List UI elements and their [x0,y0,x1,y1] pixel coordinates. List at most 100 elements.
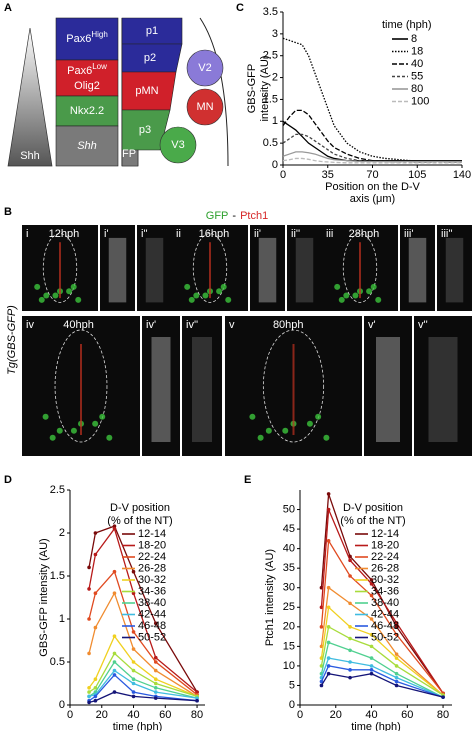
progenitor-domain [121,149,139,167]
y-tick-label: 3.5 [263,6,278,18]
y-tick-label: 1.5 [263,93,278,105]
data-point [195,696,199,700]
gfp-cell [366,288,373,295]
tube-outline [342,233,378,303]
data-point [131,668,136,673]
y-axis-label: GBS-GFP [246,64,258,114]
neuron-label: V2 [198,62,211,74]
x-tick-label: 60 [401,709,413,721]
data-point [112,634,117,638]
data-point [326,664,331,668]
gfp-cell [257,434,264,441]
data-point [348,675,352,680]
image-time: 40hph [63,319,94,331]
legend-title: D-V position [110,502,170,514]
series-line [282,37,462,162]
series-line [88,591,198,697]
y-tick-label: 30 [283,582,295,594]
gfp-cell [188,296,195,303]
data-point [369,668,374,672]
legend-label: 26-28 [371,562,399,574]
gfp-cell [225,296,232,303]
y-tick-label: 20 [283,621,295,633]
data-point [319,664,324,668]
series-line [320,641,444,698]
tube-outline [42,233,78,303]
legend-label: 46-48 [371,620,399,632]
y-axis-label: intensity (AU) [259,55,271,121]
series-line [282,133,462,163]
gfp-cell [70,283,77,290]
gfp-cell [315,413,322,420]
data-point [348,625,352,629]
gfp-cell [184,283,191,290]
data-point [131,660,136,664]
legend-title: D-V position [343,502,403,514]
data-point [87,587,91,591]
x-tick-label: 20 [96,709,108,721]
domain-box [55,125,119,167]
data-point [348,660,352,664]
x-axis-label: time (hph) [351,721,401,731]
gfp-cell [265,427,272,434]
data-point [326,656,331,660]
series-line [320,605,444,696]
series-line [282,151,462,163]
gfp-cell [99,413,106,420]
image-id: iv' [146,319,156,331]
domain-label: Pax6 [66,33,91,45]
data-point [326,507,331,512]
data-point [153,668,158,673]
neuron-label: V3 [171,139,184,151]
domain-label: Pax6High [66,30,108,45]
series-line [88,525,198,693]
gfp-cell [92,420,99,427]
data-point [348,636,352,641]
data-point [394,625,399,629]
y-tick-label: 0 [289,699,295,711]
tube-outline [54,329,108,443]
panel-label: C [236,2,244,14]
data-point [348,574,352,578]
panel-label: A [4,2,12,14]
y-tick-label: 0.5 [263,137,278,149]
neuron [186,88,224,126]
gray-signal [408,237,427,303]
data-point [93,531,98,535]
gfp-cell [343,292,350,299]
legend-label: 46-48 [138,620,166,632]
data-point [326,640,331,645]
data-point [131,694,136,699]
x-tick-label: 105 [408,169,426,181]
gfp-cell [34,283,41,290]
neuron-label: MN [196,101,213,113]
legend-label: 50-52 [138,631,166,643]
legend-title: (% of the NT) [340,515,405,527]
domain-label: Pax6Low [67,62,107,77]
series-line [282,109,462,163]
legend-label: 34-36 [371,585,399,597]
legend-label: 55 [411,70,423,82]
legend-label: 30-32 [371,574,399,586]
legend-label: 18-20 [138,539,166,551]
gray-signal [108,237,127,303]
data-point [87,565,91,570]
data-point [93,686,98,690]
data-point [394,632,399,637]
x-tick-label: 40 [365,709,377,721]
data-point [326,605,331,610]
y-tick-label: 0 [272,159,278,171]
legend-label: 38-40 [371,597,399,609]
gfp-cell [52,292,59,299]
y-tick-label: 0.5 [50,656,65,668]
y-tick-label: 25 [283,601,295,613]
y-tick-label: 1 [272,115,278,127]
data-point [112,526,117,531]
panel-label: B [4,206,12,218]
data-point [369,582,374,586]
data-point [369,578,374,582]
data-point [326,585,331,590]
neuron [159,126,197,164]
y-tick-label: 2.5 [50,484,65,496]
